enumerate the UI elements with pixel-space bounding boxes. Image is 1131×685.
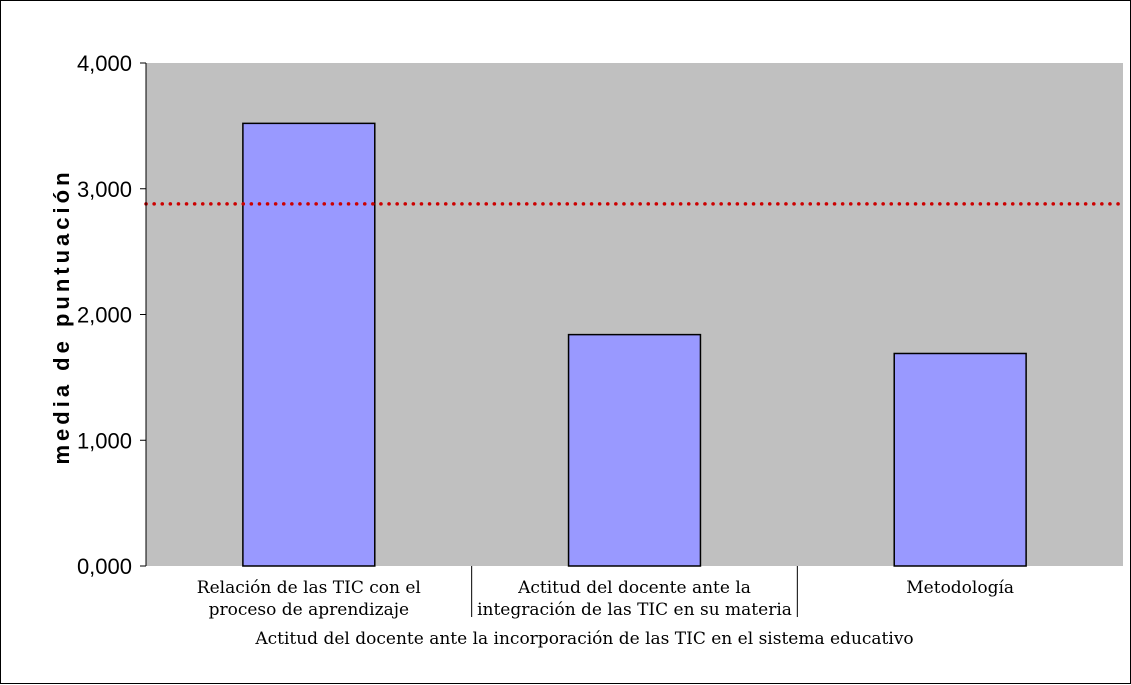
y-axis-title: media de puntuación: [49, 168, 74, 464]
x-axis-title: Actitud del docente ante la incorporació…: [254, 629, 913, 649]
category-labels-group: Relación de las TIC con el proceso de apr…: [197, 578, 1014, 620]
x-category-label: Metodología: [906, 578, 1014, 598]
x-category-dividers: [471, 566, 798, 617]
y-tick-label: 3,000: [77, 177, 132, 202]
bars-group: [242, 122, 1027, 567]
x-category-label: Relación de las TIC con el proceso de apr…: [197, 578, 421, 620]
y-tick-label: 2,000: [77, 303, 132, 328]
bar-2: [567, 333, 702, 567]
y-tick-label: 1,000: [77, 428, 132, 453]
x-category-label: Actitud del docente ante la integración d…: [477, 578, 792, 620]
y-ticks-group: 0,000 1,000 2,000 3,000 4,000: [77, 51, 146, 579]
bar-3: [893, 352, 1027, 567]
y-tick-label: 4,000: [77, 51, 132, 76]
bar-1: [242, 122, 376, 567]
y-tick-label: 0,000: [77, 554, 132, 579]
